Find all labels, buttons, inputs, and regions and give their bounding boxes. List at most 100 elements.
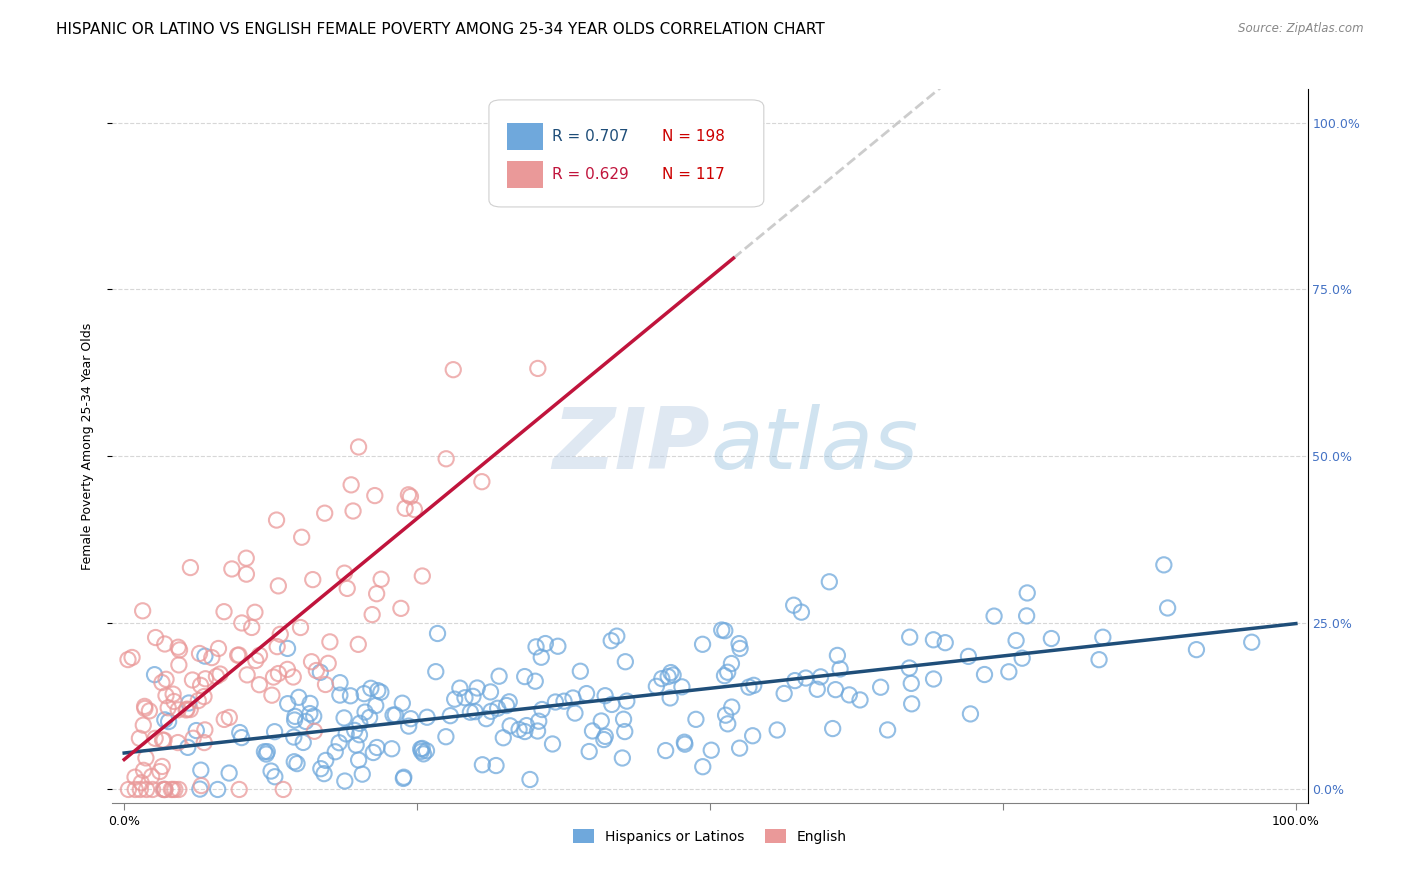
Point [150,759,173,773]
Point [998,665,1021,679]
Point [492,731,515,745]
Point [613,712,636,726]
Point [254,747,277,761]
Point [157,700,180,714]
Point [245,653,267,667]
Point [179,702,201,716]
Point [530,702,553,716]
Point [475,712,498,726]
Point [201,650,224,665]
Point [714,708,737,723]
Point [575,687,598,701]
Point [124,782,146,797]
Point [1156,601,1178,615]
Point [415,744,437,758]
Point [959,706,981,721]
Point [389,601,412,615]
Point [284,713,307,727]
Point [544,695,567,709]
Point [235,551,257,566]
Point [231,731,253,745]
Point [344,738,367,752]
Point [409,742,432,756]
Point [1240,635,1263,649]
Point [236,668,259,682]
Point [167,657,190,672]
Bar [508,123,543,150]
Point [498,695,520,709]
Point [392,770,415,784]
Text: R = 0.629: R = 0.629 [553,167,628,182]
Point [149,764,172,779]
Point [1153,558,1175,572]
Point [167,782,190,797]
Point [319,635,342,649]
Point [717,716,740,731]
Point [606,629,628,643]
Point [363,746,385,760]
Point [499,719,522,733]
Point [152,782,174,797]
Point [266,513,288,527]
Point [869,680,891,694]
Point [508,723,530,737]
Point [934,635,956,649]
Point [411,569,433,583]
Point [983,609,1005,624]
Point [526,724,548,739]
FancyBboxPatch shape [489,100,763,207]
Point [212,605,235,619]
Point [228,648,250,662]
Point [366,740,388,755]
Point [304,724,326,739]
Point [235,567,257,582]
Point [143,731,166,746]
Point [157,714,180,729]
Point [292,735,315,749]
Point [190,678,212,692]
Point [284,709,307,723]
Point [392,772,415,786]
Point [188,782,211,797]
Text: R = 0.707: R = 0.707 [553,128,628,144]
Point [329,688,352,702]
Point [309,665,332,680]
Point [135,751,157,765]
Point [218,766,240,780]
Point [347,637,370,651]
Point [153,782,176,797]
Point [243,605,266,619]
Point [1088,653,1111,667]
Point [314,506,336,520]
Point [381,741,404,756]
Point [616,694,638,708]
Point [291,530,314,544]
Point [412,747,434,761]
Point [783,673,806,688]
Point [593,689,616,703]
Point [240,620,263,634]
Point [370,572,392,586]
Point [266,640,288,654]
Point [153,782,176,797]
Point [673,737,696,751]
Point [328,736,350,750]
Point [143,667,166,681]
Point [592,732,614,747]
Text: ZIP: ZIP [553,404,710,488]
Point [342,504,364,518]
Point [1185,642,1208,657]
Point [316,657,339,671]
Point [364,698,387,713]
Point [728,637,751,651]
Point [1040,632,1063,646]
Point [152,733,174,747]
Point [193,690,215,704]
Point [439,708,461,723]
Point [547,639,569,653]
Point [349,728,371,742]
Point [301,573,323,587]
Point [513,724,536,739]
Point [181,731,204,746]
Point [367,683,389,698]
